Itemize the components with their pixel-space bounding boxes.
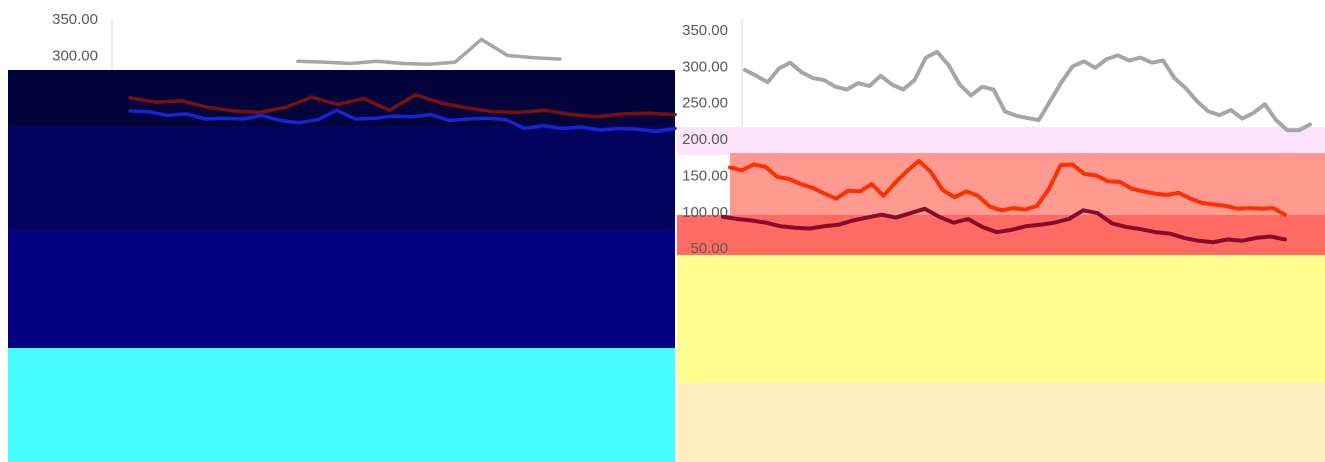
y-tick-label: 50.00: [690, 240, 728, 257]
right-chart: 350.00 300.00 250.00 200.00 150.00 100.00 50.0…: [677, 0, 1325, 462]
left-bottom-band: [8, 348, 675, 462]
series-line: [743, 49, 1312, 133]
y-tick-label: 350.00: [682, 22, 728, 39]
right-series-lines: [721, 49, 1312, 245]
left-y-ticks: 350.00 300.00: [52, 11, 98, 65]
y-tick-label: 300.00: [682, 58, 728, 75]
left-panel-mid: [8, 126, 675, 230]
y-tick-label: 300.00: [52, 48, 98, 65]
left-panel-bottom: [8, 230, 675, 360]
series-line: [721, 206, 1287, 245]
y-tick-label: 150.00: [682, 167, 728, 184]
right-band-red: [677, 215, 1325, 257]
y-tick-label: 350.00: [52, 11, 98, 28]
right-band-yellow: [677, 255, 1325, 383]
right-band-cream: [677, 383, 1325, 462]
y-tick-label: 200.00: [682, 131, 728, 148]
left-chart: 350.00 300.00: [8, 11, 677, 462]
left-series-lines: [128, 37, 677, 134]
y-tick-label: 100.00: [682, 204, 728, 221]
y-tick-label: 250.00: [682, 95, 728, 112]
right-y-ticks: 350.00 300.00 250.00 200.00 150.00 100.00 50.0…: [682, 22, 728, 257]
series-line: [728, 158, 1287, 217]
right-band-pink: [677, 127, 1325, 155]
series-line: [296, 37, 562, 67]
series-line: [128, 108, 677, 134]
series-line: [128, 93, 677, 119]
left-panel-top: [8, 70, 675, 126]
